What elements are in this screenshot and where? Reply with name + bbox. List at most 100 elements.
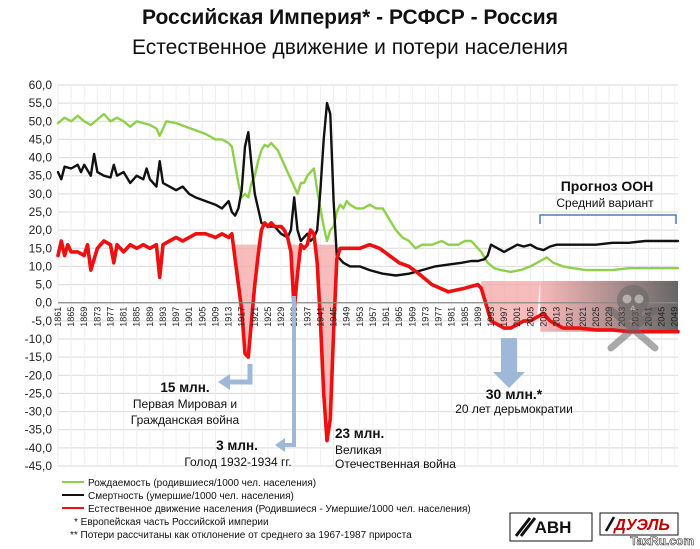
y-tick-label: 50,0 <box>29 114 53 128</box>
x-tick-label: 2029 <box>604 307 614 327</box>
birth-rate-line <box>56 112 680 274</box>
loss-area <box>317 244 337 441</box>
forecast-label: Прогноз ООН <box>561 178 654 194</box>
x-tick-label: 1981 <box>447 307 457 327</box>
arrow-ww1 <box>228 364 253 385</box>
x-tick-label: 1977 <box>434 307 444 327</box>
y-tick-label: -15,0 <box>25 350 53 364</box>
y-tick-label: -30,0 <box>25 405 53 419</box>
y-tick-label: 55,0 <box>29 96 53 110</box>
footnote-2: ** Потери рассчитаны как отклонение от с… <box>70 530 412 541</box>
annotation-ww2-line1: Великая <box>335 443 382 457</box>
y-tick-label: -40,0 <box>25 441 53 455</box>
legend-birth: Рождаемость (родившиеся/1000 чел. населе… <box>88 478 316 489</box>
y-tick-label: 60,0 <box>29 78 53 92</box>
forecast-bracket <box>539 214 677 224</box>
forecast-sub: Средний вариант <box>556 196 654 210</box>
x-tick-label: 1869 <box>79 307 89 327</box>
y-tick-label: -35,0 <box>25 423 53 437</box>
y-tick-label: -20,0 <box>25 368 53 382</box>
y-tick-label: 10,0 <box>29 259 53 273</box>
annotation-modern-line1: 20 лет дерьмократии <box>455 402 573 416</box>
x-tick-label: 2005 <box>525 307 535 327</box>
x-tick-label: 1901 <box>184 307 194 327</box>
annotation-ww2-big: 23 млн. <box>335 426 384 441</box>
legend-death: Смертность (умершие/1000 чел. населения) <box>88 491 294 502</box>
x-tick-label: 1961 <box>381 307 391 327</box>
chart-title: Российская Империя* - РСФСР - Россия <box>142 6 558 29</box>
y-tick-label: 45,0 <box>29 132 53 146</box>
y-tick-label: 30,0 <box>29 187 53 201</box>
y-tick-label: -45,0 <box>25 459 53 473</box>
x-tick-label: 1893 <box>158 307 168 327</box>
x-tick-label: 1917 <box>237 307 247 327</box>
y-tick-label: 20,0 <box>29 223 53 237</box>
y-tick-label: -25,0 <box>25 386 53 400</box>
x-tick-label: 1993 <box>486 307 496 327</box>
svg-text:ДУЭЛЬ: ДУЭЛЬ <box>612 517 670 534</box>
svg-text:АВН: АВН <box>535 518 572 537</box>
x-tick-label: 1925 <box>263 307 273 327</box>
annotation-ww1-line1: Первая Мировая и <box>133 397 237 411</box>
x-tick-label: 1985 <box>460 307 470 327</box>
x-tick-label: 1965 <box>394 307 404 327</box>
x-tick-label: 1861 <box>53 307 63 327</box>
annotation-famine-line1: Голод 1932-1934 гг. <box>184 455 291 469</box>
arrow-modern <box>493 338 525 388</box>
x-tick-label: 1913 <box>224 307 234 327</box>
logo-avn: АВН <box>509 512 593 542</box>
x-tick-label: 1881 <box>119 307 129 327</box>
x-tick-label: 1941 <box>315 307 325 327</box>
y-tick-label: 0,0 <box>35 296 52 310</box>
chart-subtitle: Естественное движение и потери населения <box>132 36 568 59</box>
x-tick-label: 2001 <box>512 307 522 327</box>
death-rate-line <box>56 101 680 277</box>
y-tick-label: 35,0 <box>29 169 53 183</box>
x-tick-label: 1973 <box>420 307 430 327</box>
x-tick-label: 1969 <box>407 307 417 327</box>
x-tick-label: 1909 <box>210 307 220 327</box>
x-tick-label: 1945 <box>329 307 339 327</box>
x-tick-label: 1897 <box>171 307 181 327</box>
x-tick-label: 1905 <box>197 307 207 327</box>
skull-crossbones-icon <box>607 285 659 352</box>
x-tick-label: 2045 <box>657 307 667 327</box>
annotation-ww1-line2: Гражданская война <box>131 413 240 427</box>
annotation-ww1-big: 15 млн. <box>160 380 209 395</box>
arrow-famine <box>283 296 296 447</box>
forecast-loss-area <box>540 280 678 332</box>
y-tick-label: 25,0 <box>29 205 53 219</box>
x-tick-label: 1989 <box>473 307 483 327</box>
x-tick-label: 2025 <box>591 307 601 327</box>
x-tick-label: 1957 <box>368 307 378 327</box>
arrow-famine-head <box>275 438 285 452</box>
y-tick-label: 15,0 <box>29 241 53 255</box>
x-tick-label: 1997 <box>499 307 509 327</box>
site-watermark: TaxRu.com <box>630 534 694 548</box>
arrow-ww1-head <box>218 374 230 390</box>
x-tick-label: 1953 <box>355 307 365 327</box>
x-tick-label: 2009 <box>539 307 549 327</box>
x-tick-label: 1889 <box>145 307 155 327</box>
annotation-famine-big: 3 млн. <box>216 438 258 453</box>
x-tick-label: 1921 <box>250 307 260 327</box>
x-tick-label: 1873 <box>92 307 102 327</box>
x-tick-label: 2049 <box>670 307 680 327</box>
x-tick-label: 1865 <box>66 307 76 327</box>
annotation-modern-big: 30 млн.* <box>486 386 543 402</box>
x-tick-label: 1929 <box>276 307 286 327</box>
x-tick-label: 1877 <box>105 307 115 327</box>
x-tick-label: 1937 <box>302 307 312 327</box>
x-tick-label: 2013 <box>552 307 562 327</box>
x-tick-label: 2017 <box>565 307 575 327</box>
loss-area <box>231 244 265 358</box>
y-tick-label: -5,0 <box>31 314 52 328</box>
x-tick-label: 2021 <box>578 307 588 327</box>
y-tick-label: -10,0 <box>25 332 53 346</box>
legend-natural: Естественное движение населения (Родивши… <box>88 504 471 515</box>
footnote-1: * Европейская часть Российской империи <box>74 517 269 528</box>
loss-area <box>481 280 541 329</box>
annotation-ww2-line2: Отечественная война <box>335 457 456 471</box>
x-tick-label: 1885 <box>132 307 142 327</box>
